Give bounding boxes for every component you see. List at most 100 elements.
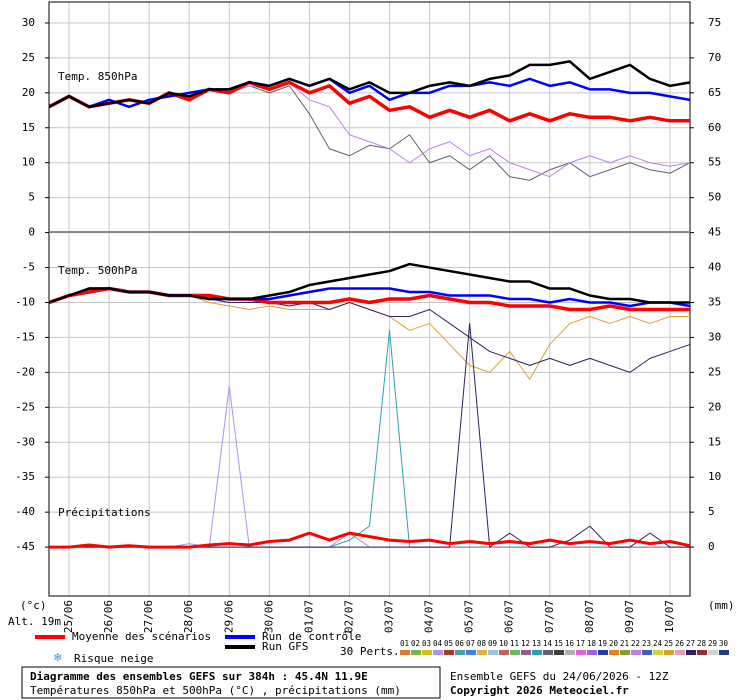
series-line (49, 531, 691, 549)
perturbation-swatch (620, 650, 630, 655)
footer-copyright: Copyright 2026 Meteociel.fr (450, 684, 629, 697)
x-tick-label: 25/06 (62, 600, 75, 633)
y2-tick-label: 60 (708, 121, 721, 134)
perturbation-label: 13 (532, 639, 541, 648)
y-tick-label: -35 (15, 470, 35, 483)
panel-label: Temp. 500hPa (58, 264, 137, 277)
perturbation-label: 19 (598, 639, 607, 648)
perturbation-swatch (642, 650, 652, 655)
perturbation-label: 17 (576, 639, 585, 648)
perturbation-label: 05 (444, 639, 453, 648)
footer-box (21, 666, 441, 699)
perturbation-swatch (521, 650, 531, 655)
footer-run: Ensemble GEFS du 24/06/2026 - 12Z (450, 670, 669, 683)
perturbation-swatch (598, 650, 608, 655)
perturbation-swatch (653, 650, 663, 655)
perturbation-swatch (587, 650, 597, 655)
perturbation-swatch (510, 650, 520, 655)
x-tick-label: 06/07 (503, 600, 516, 633)
perturbation-label: 01 (400, 639, 409, 648)
perturbation-label: 06 (455, 639, 465, 648)
perturbation-swatch (433, 650, 443, 655)
x-tick-label: 08/07 (583, 600, 596, 633)
perturbation-swatch (565, 650, 575, 655)
x-tick-label: 10/07 (663, 600, 676, 633)
perturbation-label: 30 (719, 639, 729, 648)
perturbation-swatch (444, 650, 454, 655)
y2-tick-label: 65 (708, 86, 721, 99)
panel-label: Temp. 850hPa (58, 70, 137, 83)
y-tick-label: 25 (22, 51, 35, 64)
perturbation-label: 26 (675, 639, 685, 648)
perturbation-label: 25 (664, 639, 673, 648)
x-tick-label: 30/06 (262, 600, 275, 633)
altitude: Alt. 19m (8, 615, 61, 628)
perturbation-swatch (543, 650, 553, 655)
perturbation-label: 15 (554, 639, 563, 648)
x-tick-label: 07/07 (543, 600, 556, 633)
legend-label: Run de contrôle (262, 630, 361, 643)
series-line (48, 60, 691, 109)
perturbation-swatch (686, 650, 696, 655)
footer-subtitle: Températures 850hPa et 500hPa (°C) , pré… (30, 684, 401, 697)
legend-label: Run GFS (262, 640, 308, 653)
y-tick-label: -20 (15, 365, 35, 378)
perturbation-swatch (499, 650, 509, 655)
x-tick-label: 29/06 (222, 600, 235, 633)
perturbation-label: 28 (697, 639, 707, 648)
perturbation-swatch (708, 650, 718, 655)
perturbation-label: 23 (642, 639, 651, 648)
x-tick-label: 05/07 (463, 600, 476, 633)
panel-label: Précipitations (58, 506, 151, 519)
perturbation-swatch (576, 650, 586, 655)
y2-tick-label: 0 (708, 540, 715, 553)
y-tick-label: -45 (15, 540, 35, 553)
y-tick-label: 20 (22, 86, 35, 99)
y-tick-label: -40 (15, 505, 35, 518)
footer-title: Diagramme des ensembles GEFS sur 384h : … (30, 670, 368, 683)
perturbation-label: 27 (686, 639, 695, 648)
x-tick-label: 02/07 (342, 600, 355, 633)
perturbation-swatch (664, 650, 674, 655)
x-tick-label: 27/06 (142, 600, 155, 633)
perturbation-swatch (532, 650, 542, 655)
series-line (48, 262, 690, 304)
perturbation-label: 12 (521, 639, 530, 648)
perturbation-label: 03 (422, 639, 431, 648)
y2-tick-label: 45 (708, 226, 721, 239)
y2-tick-label: 70 (708, 51, 721, 64)
y-tick-label: 15 (22, 121, 35, 134)
x-tick-label: 01/07 (302, 600, 315, 633)
perturbation-swatch (554, 650, 564, 655)
perturbation-swatch (719, 650, 729, 655)
y2-tick-label: 35 (708, 295, 721, 308)
y-tick-label: -5 (22, 261, 35, 274)
y-tick-label: 5 (28, 191, 35, 204)
snow-icon: ❄ (53, 651, 62, 666)
x-tick-label: 28/06 (182, 600, 195, 633)
perturbation-label: 24 (653, 639, 663, 648)
perturbation-swatch (477, 650, 487, 655)
perturbation-title: 30 Perts. (340, 645, 400, 658)
y-tick-label: 30 (22, 16, 35, 29)
y2-tick-label: 5 (708, 505, 715, 518)
perturbation-label: 07 (466, 639, 475, 648)
perturbation-swatch (422, 650, 432, 655)
y-tick-label: -10 (15, 295, 35, 308)
perturbation-swatch (609, 650, 619, 655)
y2-tick-label: 20 (708, 400, 721, 413)
x-tick-label: 04/07 (423, 600, 436, 633)
perturbation-swatch (455, 650, 465, 655)
perturbation-label: 09 (488, 639, 497, 648)
x-tick-label: 09/07 (623, 600, 636, 633)
perturbation-label: 02 (411, 639, 420, 648)
perturbation-label: 18 (587, 639, 597, 648)
plot-frame (48, 1, 691, 597)
y2-tick-label: 10 (708, 470, 721, 483)
y-unit: (°c) (20, 599, 47, 612)
perturbation-swatch (697, 650, 707, 655)
y2-tick-label: 40 (708, 261, 721, 274)
y-tick-label: -15 (15, 330, 35, 343)
y2-tick-label: 55 (708, 156, 721, 169)
